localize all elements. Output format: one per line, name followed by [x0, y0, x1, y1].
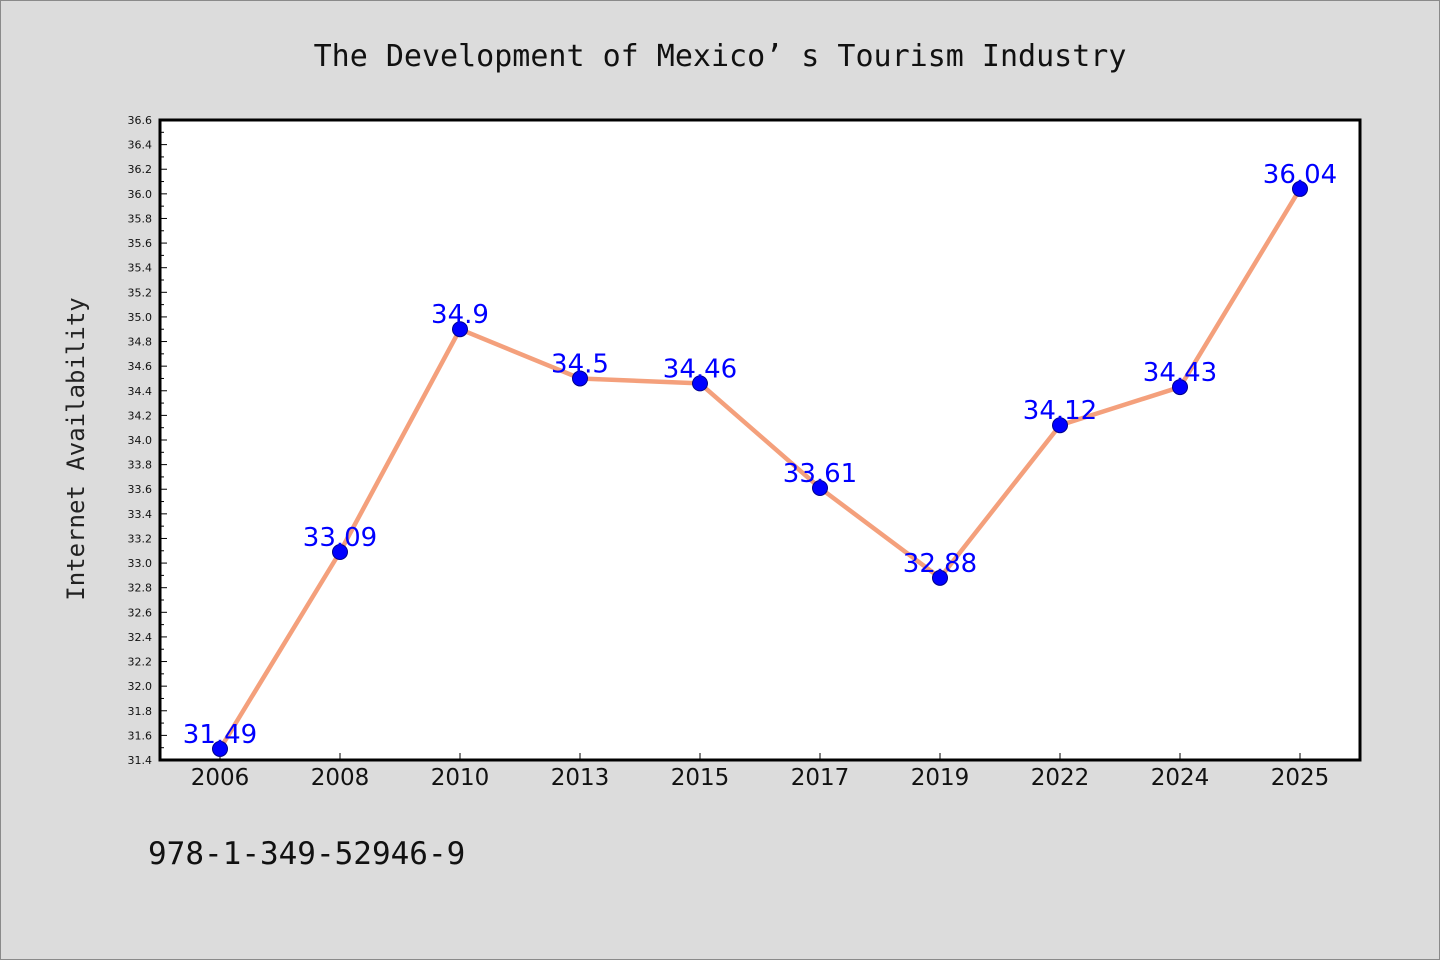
y-tick-label: 32.4	[128, 631, 153, 644]
y-tick-label: 34.4	[128, 385, 153, 398]
x-tick-label: 2017	[791, 765, 850, 791]
y-tick-label: 34.8	[128, 336, 153, 349]
y-tick-label: 35.8	[128, 212, 153, 225]
data-label: 34.5	[551, 349, 609, 379]
y-tick-label: 32.2	[128, 656, 153, 669]
data-point	[572, 370, 588, 387]
x-tick-label: 2015	[671, 765, 730, 791]
y-tick-label: 32.8	[128, 582, 153, 595]
y-tick-label: 31.8	[128, 705, 153, 718]
data-label: 33.09	[303, 523, 377, 553]
data-label: 31.49	[183, 720, 257, 750]
data-labels-group: 31.49 33.09 34.9 34.5 34.46 33.61 32.88 34.12 34…	[183, 160, 1337, 750]
data-point	[812, 480, 828, 496]
x-tick-label: 2022	[1031, 765, 1090, 791]
x-tick-label: 2010	[431, 765, 490, 791]
x-tick-label: 2025	[1271, 765, 1330, 791]
plot-area	[158, 118, 1362, 762]
y-axis-ticks: 31.4 31.6 31.8 32.0 32.2 32.4 32.6 32.8 33.0 33.2…	[128, 114, 167, 767]
data-point	[332, 544, 348, 560]
y-tick-label: 35.6	[128, 237, 153, 250]
y-tick-label: 32.0	[128, 680, 153, 693]
x-tick-label: 2013	[551, 765, 610, 791]
x-tick-label: 2019	[911, 765, 970, 791]
y-tick-label: 33.0	[128, 557, 153, 570]
y-tick-label: 36.4	[128, 139, 153, 152]
y-tick-label: 31.6	[128, 729, 153, 742]
y-tick-label: 36.0	[128, 188, 153, 201]
data-label: 34.43	[1143, 358, 1217, 388]
y-tick-label: 33.6	[128, 483, 153, 496]
data-point	[212, 740, 228, 757]
data-point	[692, 375, 708, 392]
x-tick-label: 2008	[311, 765, 370, 791]
y-tick-label: 31.4	[128, 754, 153, 767]
y-tick-label: 35.0	[128, 311, 153, 324]
y-tick-label: 34.6	[128, 360, 153, 373]
series-group	[212, 180, 1308, 757]
series-line	[218, 187, 1302, 751]
data-label: 36.04	[1263, 160, 1337, 190]
chart-title: The Development of Mexico’ s Tourism Ind…	[314, 39, 1127, 74]
data-label: 34.46	[663, 354, 737, 384]
x-axis-ticks: 2006 2008 2010 2013 2015 2017 2019 2022 2024 2025	[191, 753, 1330, 791]
footer-isbn: 978-1-349-52946-9	[148, 836, 465, 872]
y-axis-label: Internet Availability	[62, 297, 90, 600]
data-label: 34.12	[1023, 396, 1097, 426]
y-tick-label: 36.2	[128, 163, 153, 176]
data-label: 32.88	[903, 549, 977, 579]
y-tick-label: 35.2	[128, 286, 153, 299]
x-tick-label: 2006	[191, 765, 250, 791]
data-point	[1052, 417, 1068, 434]
data-point	[452, 321, 468, 338]
data-label: 33.61	[783, 459, 857, 489]
data-point	[1172, 379, 1188, 396]
data-label: 34.9	[431, 300, 489, 330]
y-tick-label: 32.6	[128, 606, 153, 619]
y-tick-label: 33.4	[128, 508, 153, 521]
data-point	[1292, 180, 1308, 197]
y-tick-label: 34.0	[128, 434, 153, 447]
y-tick-label: 36.6	[128, 114, 153, 127]
y-tick-label: 34.2	[128, 409, 153, 422]
y-tick-label: 35.4	[128, 262, 153, 275]
data-point	[932, 569, 948, 586]
y-tick-label: 33.2	[128, 532, 153, 545]
x-tick-label: 2024	[1151, 765, 1210, 791]
y-tick-label: 33.8	[128, 459, 153, 472]
